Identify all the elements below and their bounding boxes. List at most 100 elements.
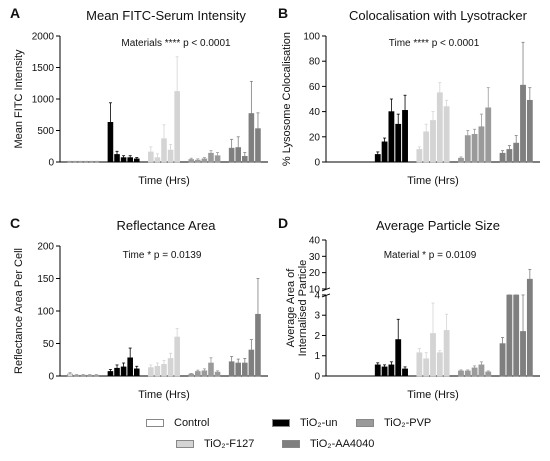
- panel-c-bar-tio2-un-2: [114, 367, 120, 377]
- panel-b-bar-tio2-aa4040-2: [506, 149, 513, 163]
- panel-a-y-tick-label: 2000: [32, 32, 55, 43]
- panel-d-bar-tio2-pvp-3: [471, 367, 478, 377]
- legend-label-control: Control: [174, 417, 210, 429]
- legend-swatch-control: [146, 419, 164, 427]
- panel-a-bar-tio2-f127-2: [154, 157, 161, 163]
- panel-c-bar-tio2-un-4: [127, 357, 133, 377]
- panel-d-bar-tio2-aa4040-2: [506, 294, 513, 377]
- panel-a-bar-tio2-f127-5: [174, 91, 180, 163]
- panel-d-letter: D: [278, 215, 288, 231]
- panel-c-y-tick-label: 150: [37, 274, 54, 285]
- panel-a-bar-tio2-un-4: [127, 157, 133, 163]
- panel-d-bar-tio2-f127-3: [430, 333, 436, 377]
- panel-d-bar-tio2-f127-4: [436, 352, 443, 377]
- panel-a-y-tick-label: 0: [48, 158, 54, 169]
- panel-c-annotation: Time * p = 0.0139: [123, 250, 202, 261]
- panel-d-bar-tio2-aa4040-4: [520, 331, 526, 377]
- panel-c-bar-tio2-pvp-5: [214, 371, 221, 377]
- panel-b-bar-tio2-pvp-3: [471, 133, 478, 163]
- panel-c-xlabel: Time (Hrs): [138, 389, 190, 401]
- panel-b-bar-tio2-f127-3: [430, 120, 436, 163]
- panel-c-letter: C: [10, 215, 20, 231]
- panel-d-bar-tio2-un-1: [374, 364, 381, 377]
- panel-c-bar-tio2-un-3: [120, 366, 127, 377]
- panel-b-bar-tio2-aa4040-5: [526, 99, 533, 163]
- panel-a-annotation: Materials **** p < 0.0001: [121, 38, 231, 49]
- panel-d-title: Average Particle Size: [376, 218, 500, 233]
- panel-b-bar-tio2-un-5: [402, 110, 408, 163]
- panel-d-y-tick-label: 3: [314, 311, 320, 322]
- panel-b-bar-tio2-un-1: [374, 154, 381, 163]
- panel-b-annotation: Time **** p < 0.0001: [389, 38, 480, 49]
- panel-b-xlabel: Time (Hrs): [407, 175, 459, 187]
- panel-b-y-tick-label: 0: [314, 158, 320, 169]
- legend-item-tio2-pvp: TiO₂-PVP: [356, 417, 431, 429]
- panel-b-ylabel: % Lysosome Colocalisation: [281, 32, 293, 166]
- legend-swatch-tio2-f127: [176, 440, 194, 448]
- panel-c-bar-tio2-aa4040-2: [235, 362, 242, 377]
- panel-d-bar-tio2-pvp-2: [464, 370, 471, 377]
- panel-d-xlabel: Time (Hrs): [407, 389, 459, 401]
- panel-a-ylabel: Mean FITC Intensity: [13, 49, 25, 149]
- panel-c-bar-tio2-un-1: [107, 371, 114, 377]
- panel-d-bar-tio2-aa4040-1: [499, 343, 506, 377]
- panel-a-bar-tio2-aa4040-3: [242, 156, 248, 163]
- panel-a-bar-control-5: [89, 160, 94, 163]
- panel-c-y-tick-label: 50: [43, 339, 55, 350]
- legend-item-tio2-aa4040: TiO₂-AA4040: [282, 438, 374, 450]
- legend-swatch-tio2-un: [272, 419, 290, 427]
- panel-a-bar-tio2-pvp-4: [208, 152, 214, 163]
- panel-d-bar-tio2-un-2: [381, 366, 388, 377]
- panel-d-y-tick-label: 10: [309, 284, 321, 295]
- panel-c-bar-tio2-aa4040-4: [248, 349, 255, 377]
- panel-b-bar-tio2-pvp-2: [464, 135, 471, 163]
- panel-b-bar-tio2-aa4040-1: [499, 152, 506, 163]
- panel-c-ylabel: Reflectance Area Per Cell: [13, 248, 25, 374]
- panel-d-bar-tio2-f127-1: [416, 352, 423, 377]
- panel-c-bar-tio2-un-5: [133, 368, 140, 377]
- panel-a-y-tick-label: 500: [37, 126, 54, 137]
- panel-a-y-tick-label: 1500: [32, 63, 55, 74]
- panel-c-bar-control-1: [67, 373, 73, 377]
- panel-b-y-tick-label: 100: [303, 32, 320, 43]
- panel-c-y-tick-label: 100: [37, 307, 54, 318]
- panel-c-bar-tio2-pvp-1: [188, 373, 195, 377]
- legend-item-tio2-un: TiO₂-un: [272, 417, 337, 429]
- panel-b-y-tick-label: 60: [309, 82, 321, 93]
- panel-b-bar-tio2-pvp-4: [478, 126, 485, 163]
- panel-d-bar-tio2-un-5: [402, 368, 408, 377]
- panel-d-y-tick-label: 30: [309, 252, 321, 263]
- panel-d-bar-tio2-pvp-1: [458, 370, 464, 377]
- panel-c-bar-tio2-f127-5: [174, 336, 180, 377]
- panel-c-bar-tio2-pvp-4: [208, 362, 214, 377]
- panel-b-bar-tio2-aa4040-4: [520, 84, 526, 163]
- panel-b-y-tick-label: 40: [309, 107, 321, 118]
- panel-c-y-tick-label: 200: [37, 242, 54, 253]
- panel-a-bar-tio2-pvp-3: [201, 158, 208, 163]
- panel-d-bar-tio2-un-3: [388, 364, 395, 377]
- panel-d-annotation: Material * p = 0.0109: [384, 250, 477, 261]
- panel-d-bar-tio2-pvp-4: [478, 364, 485, 377]
- panel-d-bar-tio2-pvp-5: [485, 371, 492, 377]
- panel-a-bar-tio2-f127-3: [161, 138, 167, 163]
- legend-item-control: Control: [146, 417, 209, 429]
- panel-a-bar-tio2-f127-4: [167, 149, 174, 163]
- panel-d-bar-tio2-aa4040-3: [513, 294, 520, 377]
- panel-a-bar-control-6: [94, 160, 100, 163]
- panel-b-bar-tio2-f127-4: [436, 92, 443, 163]
- panel-a-title: Mean FITC-Serum Intensity: [86, 8, 246, 23]
- legend-swatch-tio2-aa4040: [282, 440, 300, 448]
- panel-d-ylabel: Average Area ofInternalised Particle: [285, 260, 309, 357]
- panel-a-bar-tio2-un-5: [133, 158, 140, 163]
- panel-d-bar-tio2-f127-5: [443, 330, 450, 377]
- legend-label-tio2-f127: TiO₂-F127: [204, 438, 255, 450]
- panel-c-bar-tio2-aa4040-5: [255, 313, 261, 377]
- legend-item-tio2-f127: TiO₂-F127: [176, 438, 254, 450]
- panel-b-bar-tio2-f127-5: [443, 106, 450, 163]
- panel-b-bar-tio2-aa4040-3: [513, 142, 520, 163]
- panel-a-bar-control-4: [83, 160, 89, 163]
- panel-d-y-tick-label: 40: [309, 236, 321, 247]
- legend-label-tio2-un: TiO₂-un: [300, 417, 338, 429]
